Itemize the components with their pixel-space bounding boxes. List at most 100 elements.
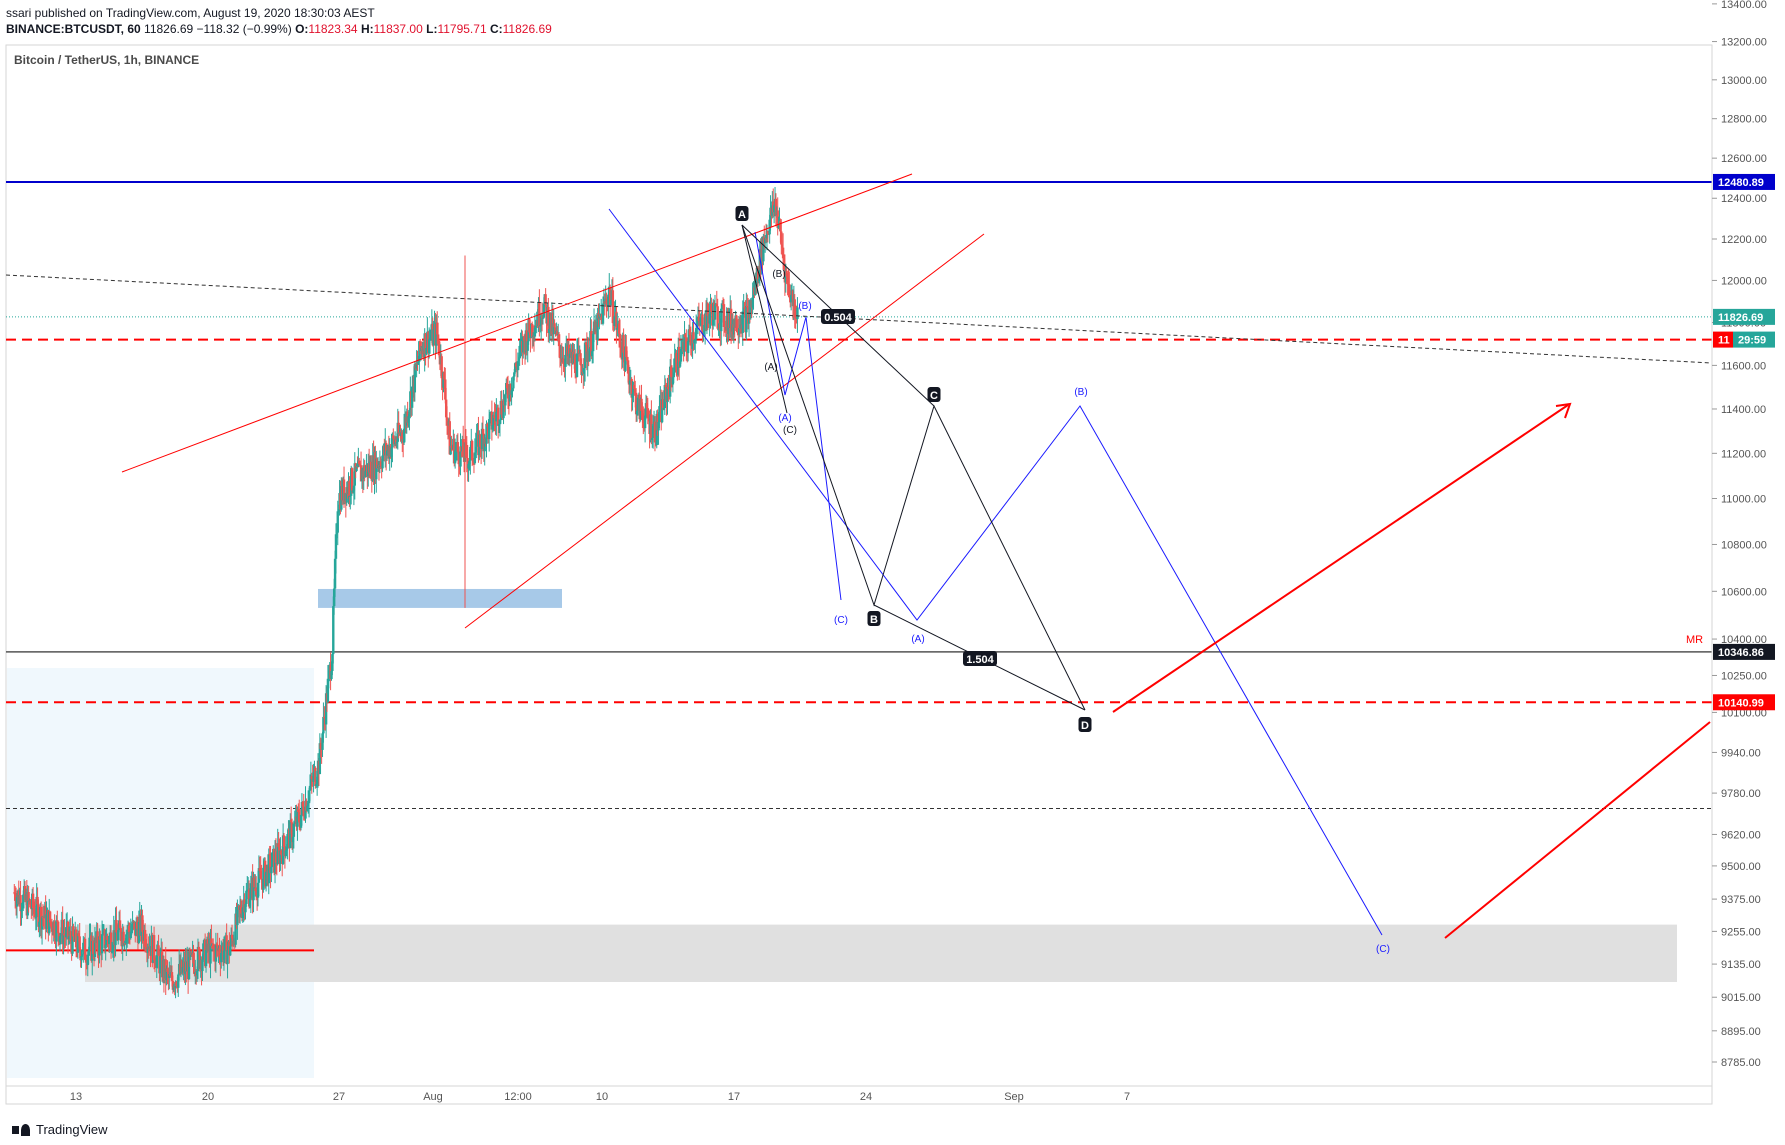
candle-body	[653, 421, 657, 443]
candle-body	[664, 385, 667, 388]
candle-body	[88, 937, 91, 951]
candle-body	[291, 836, 295, 843]
candle-body	[306, 805, 309, 811]
candle-body	[281, 835, 285, 864]
candle-body	[448, 421, 451, 455]
candle-body	[642, 413, 645, 424]
candle-body	[298, 812, 301, 823]
candle-body	[766, 231, 770, 234]
candle-body	[628, 380, 632, 385]
candle-body	[135, 922, 139, 929]
candle-body	[564, 354, 567, 367]
candle-body	[369, 461, 373, 479]
candle-body	[65, 927, 68, 938]
candle-body	[618, 333, 622, 347]
candle-body	[479, 434, 482, 447]
price-tick-1: 13200.00	[1721, 37, 1767, 49]
time-tick-5: 10	[596, 1091, 608, 1103]
candle-body	[437, 340, 441, 356]
candle-body	[326, 678, 330, 703]
price-tick-2: 13000.00	[1721, 75, 1767, 87]
candle-body	[554, 327, 557, 334]
candle-body	[26, 892, 29, 916]
candle-body	[314, 767, 317, 786]
candle-body	[93, 937, 97, 957]
candle-body	[397, 422, 400, 434]
time-axis: 13 20 27 Aug 12:00 10 17 24 Sep 7	[6, 1085, 1712, 1103]
candle-body	[111, 948, 115, 952]
mr-label: MR	[1686, 634, 1703, 646]
candle-body	[505, 383, 509, 389]
candle-body	[201, 959, 204, 972]
candle-body	[264, 871, 268, 887]
candle-body	[276, 843, 279, 865]
candle-body	[117, 930, 120, 941]
candle-body	[318, 743, 322, 775]
candle-body	[779, 221, 782, 232]
candle-body	[53, 921, 56, 938]
candle-body	[209, 938, 212, 964]
candle-body	[558, 346, 562, 359]
candle-body	[506, 388, 510, 399]
open-label: O:	[295, 22, 309, 36]
candle-body	[407, 416, 410, 423]
candle-body	[490, 411, 494, 430]
candle-body	[780, 244, 784, 248]
candle-body	[443, 372, 446, 380]
candle-body	[155, 955, 158, 968]
candle-body	[590, 331, 593, 357]
candle-body	[746, 305, 749, 308]
candle-body	[27, 892, 30, 902]
candle-body	[131, 921, 134, 931]
candle-body	[514, 363, 518, 367]
candle-body	[49, 922, 53, 924]
candle-body	[84, 959, 88, 963]
candle-body	[286, 834, 289, 848]
candle-body	[331, 654, 334, 671]
price-label-5: 10140.99	[1718, 697, 1764, 709]
candle-body	[742, 307, 745, 312]
candle-body	[583, 342, 587, 369]
candle-body	[613, 316, 616, 326]
candle-body	[222, 950, 226, 960]
candle-body	[418, 341, 422, 351]
candle-body	[767, 233, 770, 235]
price-label-bg-2	[1713, 331, 1733, 348]
candle-body	[23, 886, 27, 900]
candle-body	[631, 393, 634, 398]
candle-body	[268, 853, 271, 855]
candle-body	[118, 920, 122, 929]
ohlc-line: BINANCE:BTCUSDT, 60 11826.69 −118.32 (−0…	[6, 22, 552, 36]
candle-body	[468, 460, 471, 465]
candle-body	[413, 364, 417, 393]
price-tick-17: 10100.00	[1721, 707, 1767, 719]
price-tick-0: 13400.00	[1721, 0, 1767, 11]
candle-body	[252, 877, 255, 901]
candle-body	[245, 890, 248, 904]
candle-body	[781, 247, 785, 259]
tradingview-logo[interactable]: TradingView	[12, 1122, 108, 1137]
candle-body	[394, 440, 398, 444]
candle-body	[152, 935, 156, 961]
candle-body	[225, 935, 228, 964]
price-label-bg-4	[1713, 643, 1775, 660]
candle-body	[552, 323, 555, 335]
candle-body	[582, 368, 586, 374]
candle-body	[299, 814, 303, 828]
candle-body	[358, 460, 361, 465]
price-tick-6: 12200.00	[1721, 234, 1767, 246]
candle-body	[300, 802, 304, 815]
candle-body	[584, 342, 588, 345]
candle-body	[87, 950, 90, 956]
candle-body	[607, 294, 610, 307]
candle-body	[596, 312, 599, 341]
price-tick-4: 12600.00	[1721, 153, 1767, 165]
candle-body	[729, 308, 733, 332]
candle-body	[216, 944, 219, 951]
candle-body	[214, 944, 218, 962]
candle-body	[56, 921, 60, 934]
candle-body	[315, 784, 318, 786]
zones-layer	[85, 588, 1677, 982]
candle-body	[465, 445, 468, 458]
